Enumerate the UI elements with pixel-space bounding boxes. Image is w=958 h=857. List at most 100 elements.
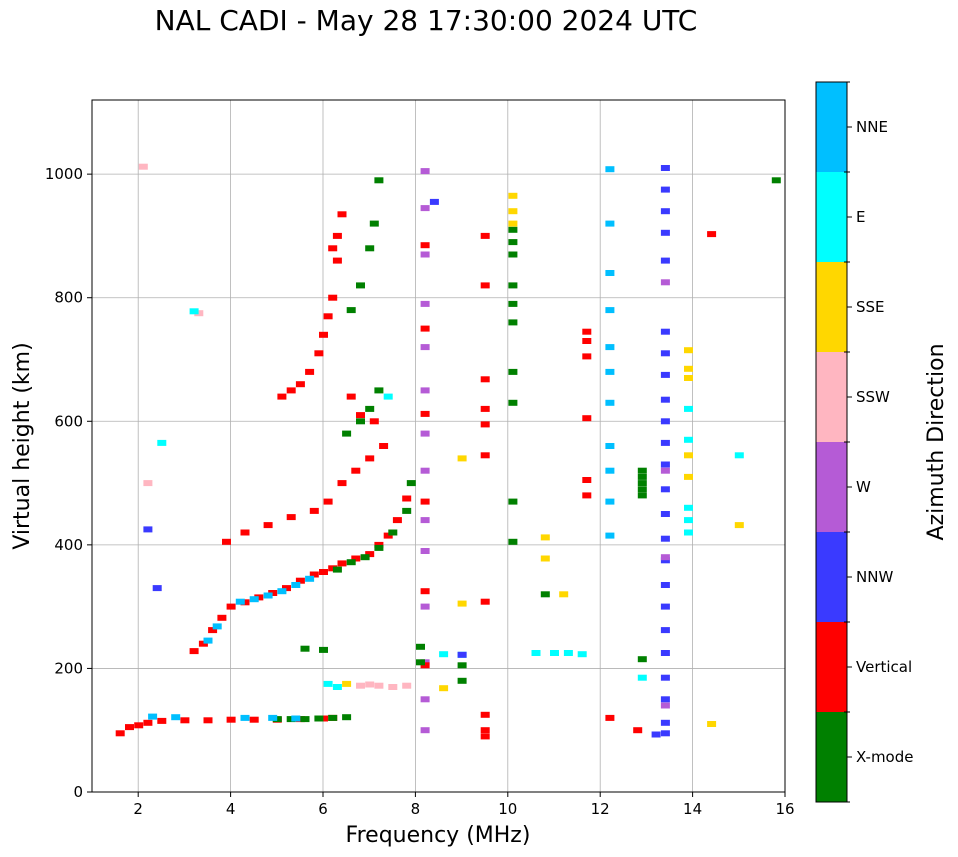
echo-point: [305, 575, 315, 582]
echo-point: [323, 498, 333, 505]
chart-title: NAL CADI - May 28 17:30:00 2024 UTC: [154, 4, 698, 37]
echo-point: [582, 492, 592, 499]
echo-point: [277, 393, 287, 400]
echo-point: [286, 716, 296, 723]
echo-point: [559, 591, 569, 598]
echo-point: [660, 328, 670, 335]
echo-point: [605, 498, 615, 505]
colorbar-tick-label: NNW: [856, 568, 893, 586]
x-tick-label: 8: [411, 800, 421, 818]
echo-point: [420, 168, 430, 175]
y-tick-label: 600: [54, 412, 83, 430]
echo-point: [328, 245, 338, 252]
echo-point: [254, 594, 264, 601]
echo-point: [268, 590, 278, 596]
echo-point: [143, 480, 153, 487]
y-axis-label: Virtual height (km): [10, 342, 35, 549]
echo-point: [319, 715, 328, 722]
echo-point: [226, 603, 236, 610]
echo-point: [217, 614, 227, 621]
echo-point: [277, 588, 287, 595]
echo-point: [660, 627, 670, 634]
echo-point: [660, 350, 670, 357]
echo-point: [540, 555, 550, 562]
echo-point: [323, 313, 333, 320]
echo-point: [605, 399, 615, 406]
echo-point: [508, 300, 518, 307]
echo-point: [138, 163, 148, 170]
echo-point: [388, 684, 398, 690]
echo-point: [314, 350, 324, 357]
x-axis-label: Frequency (MHz): [346, 823, 531, 848]
y-tick-label: 200: [54, 659, 83, 677]
echo-point: [374, 682, 384, 689]
echo-point: [420, 467, 430, 474]
echo-point: [305, 368, 315, 375]
colorbar-segment: [816, 442, 847, 532]
echo-point: [605, 532, 615, 539]
echo-point: [189, 308, 199, 315]
echo-point: [240, 714, 250, 721]
echo-point: [480, 232, 490, 239]
echo-point: [508, 399, 518, 406]
echo-point: [351, 467, 361, 474]
echo-point: [319, 569, 328, 575]
echo-point: [356, 282, 365, 289]
echo-point: [152, 585, 162, 592]
echo-point: [605, 166, 615, 173]
echo-point: [480, 598, 490, 605]
echo-point: [707, 721, 717, 727]
echo-point: [356, 412, 365, 419]
echo-point: [540, 534, 550, 541]
x-tick-label: 16: [775, 800, 794, 818]
echo-point: [582, 477, 592, 483]
echo-point: [480, 711, 490, 718]
echo-point: [365, 245, 375, 252]
echo-point: [420, 325, 430, 332]
echo-point: [605, 344, 615, 351]
colorbar-label: Azimuth Direction: [924, 343, 949, 540]
echo-point: [420, 251, 430, 258]
colorbar-tick-label: X-mode: [856, 748, 913, 766]
y-tick-label: 800: [54, 289, 83, 307]
echo-point: [416, 643, 425, 650]
echo-point: [342, 714, 352, 721]
echo-point: [420, 603, 430, 610]
echo-point: [684, 436, 693, 443]
echo-point: [342, 430, 352, 437]
plot-frame: [91, 99, 786, 793]
echo-point: [605, 443, 615, 449]
echo-point: [203, 637, 213, 644]
echo-point: [660, 439, 670, 446]
colorbar-tick-label: SSW: [856, 388, 890, 406]
x-tick-label: 12: [591, 800, 610, 818]
echo-point: [263, 522, 273, 529]
echo-point: [457, 651, 467, 658]
echo-point: [420, 727, 430, 734]
echo-point: [684, 517, 693, 524]
echo-point: [374, 544, 384, 551]
echo-point: [332, 684, 342, 690]
echo-point: [660, 582, 670, 588]
colorbar: X-mode Vertical NNW W SSW SSE E NNE: [815, 81, 913, 803]
echo-point: [300, 645, 310, 652]
echo-point: [684, 365, 693, 372]
y-axis-ticks: 0 200 400 600 800 1000: [45, 165, 92, 801]
echo-point: [684, 504, 693, 511]
echo-point: [420, 696, 430, 703]
echo-point: [402, 682, 412, 689]
echo-point: [637, 480, 647, 487]
echo-point: [660, 396, 670, 403]
y-tick-label: 1000: [45, 165, 83, 183]
echo-point: [295, 577, 305, 584]
echo-point: [660, 165, 670, 171]
echo-point: [660, 257, 670, 264]
echo-point: [480, 282, 490, 289]
echo-point: [420, 410, 430, 417]
echo-point: [309, 507, 319, 514]
echo-point: [457, 600, 467, 607]
echo-point: [660, 467, 670, 474]
colorbar-segment: [816, 712, 847, 802]
echo-point: [684, 452, 693, 459]
